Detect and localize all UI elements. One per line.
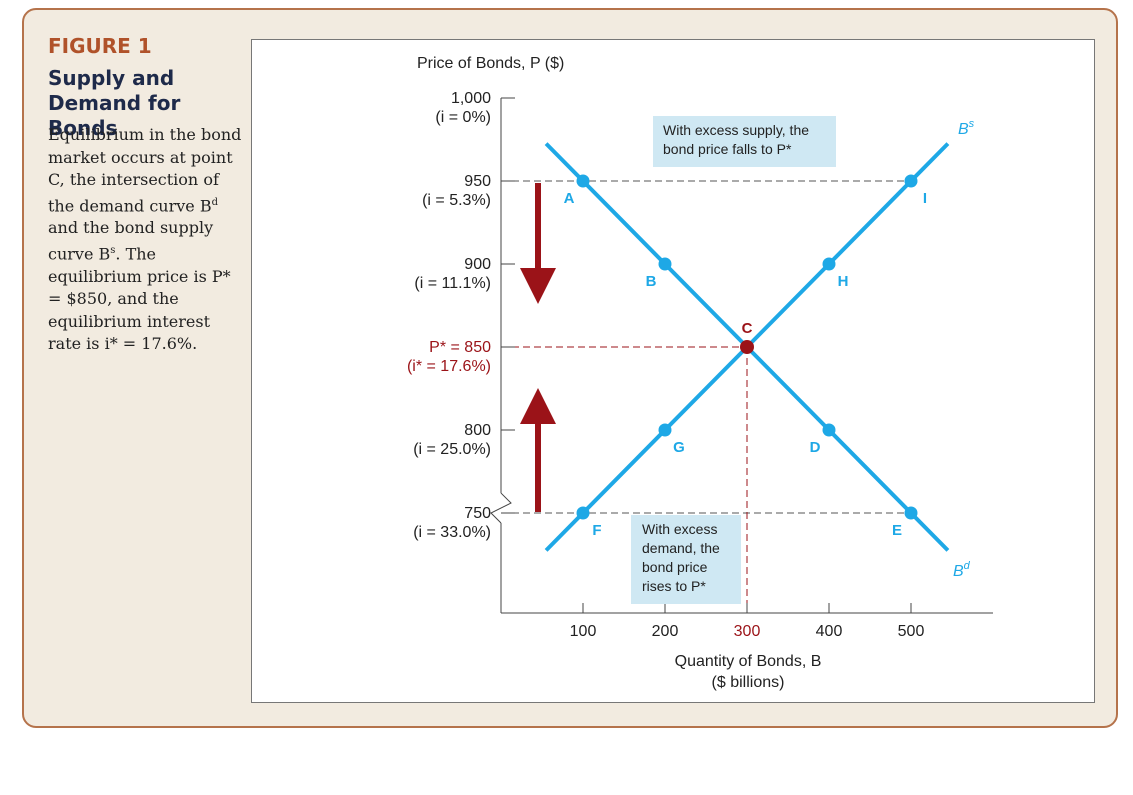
point-i xyxy=(904,174,918,188)
point-label-g: G xyxy=(673,439,685,456)
excess-demand-annotation: With excess demand, the bond price rises… xyxy=(631,515,741,604)
point-a xyxy=(576,174,590,188)
y-tick-label-rate: (i = 33.0%) xyxy=(413,524,491,541)
caption-sup-d: d xyxy=(211,196,219,208)
point-e xyxy=(904,506,918,520)
x-tick-label: 200 xyxy=(652,623,679,640)
y-tick-label-rate: (i* = 17.6%) xyxy=(407,358,491,375)
excess-demand-line-4: rises to P* xyxy=(642,578,706,594)
y-tick-label-rate: (i = 5.3%) xyxy=(422,192,491,209)
point-f xyxy=(576,506,590,520)
equilibrium-label: C xyxy=(742,320,753,337)
caption-text-3: . The equilibrium price is P* = $850, an… xyxy=(48,244,231,354)
point-b xyxy=(658,257,672,271)
point-h xyxy=(822,257,836,271)
demand-curve-label: Bd xyxy=(953,560,971,580)
point-label-b: B xyxy=(646,273,657,290)
equilibrium-point xyxy=(740,340,754,354)
y-tick-label-price: P* = 850 xyxy=(429,339,491,356)
y-tick-label-price: 800 xyxy=(464,422,491,439)
supply-curve-label: Bs xyxy=(958,118,975,138)
caption-sup-s: s xyxy=(110,244,116,256)
y-tick-label-price: 900 xyxy=(464,256,491,273)
point-label-i: I xyxy=(923,190,927,207)
figure-title: Supply and Demand for Bonds xyxy=(48,66,248,141)
y-tick-label-rate: (i = 11.1%) xyxy=(414,275,491,292)
point-label-d: D xyxy=(810,439,821,456)
caption-text-2: and the bond supply curve B xyxy=(48,218,214,264)
excess-demand-line-2: demand, the xyxy=(642,540,720,556)
excess-demand-line-1: With excess xyxy=(642,521,718,537)
point-d xyxy=(822,423,836,437)
point-label-f: F xyxy=(592,522,601,539)
y-axis-label: Price of Bonds, P ($) xyxy=(417,55,564,72)
excess-supply-line-1: With excess supply, the xyxy=(663,122,810,138)
y-tick-label-price: 950 xyxy=(464,173,491,190)
x-axis-label-line-2: ($ billions) xyxy=(712,674,785,691)
point-label-a: A xyxy=(564,190,575,207)
point-label-e: E xyxy=(892,522,902,539)
y-tick-label-rate: (i = 0%) xyxy=(435,109,491,126)
figure-title-line-2: Demand for Bonds xyxy=(48,91,181,140)
x-tick-label: 500 xyxy=(898,623,925,640)
excess-supply-line-2: bond price falls to P* xyxy=(663,141,792,157)
y-tick-label-price: 1,000 xyxy=(451,90,491,107)
excess-demand-line-3: bond price xyxy=(642,559,708,575)
figure-label: FIGURE 1 xyxy=(48,34,152,58)
y-tick-label-rate: (i = 25.0%) xyxy=(413,441,491,458)
x-tick-label: 100 xyxy=(570,623,597,640)
x-tick-label: 400 xyxy=(816,623,843,640)
caption-text-1: Equilibrium in the bond market occurs at… xyxy=(48,125,242,215)
point-label-h: H xyxy=(838,273,849,290)
figure-caption: Equilibrium in the bond market occurs at… xyxy=(48,124,248,356)
excess-supply-annotation: With excess supply, the bond price falls… xyxy=(653,116,836,167)
y-axis-break xyxy=(490,492,512,524)
x-tick-label: 300 xyxy=(734,623,761,640)
point-g xyxy=(658,423,672,437)
figure-title-line-1: Supply and xyxy=(48,66,175,90)
y-tick-label-price: 750 xyxy=(464,505,491,522)
x-axis-label-line-1: Quantity of Bonds, B xyxy=(675,653,822,670)
